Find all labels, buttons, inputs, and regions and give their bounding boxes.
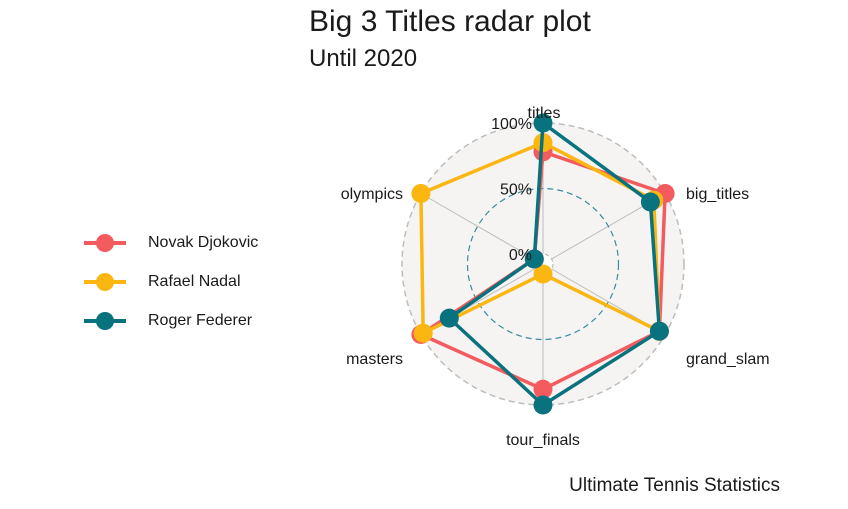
axis-label-big-titles: big_titles <box>686 186 749 203</box>
chart-subtitle: Until 2020 <box>309 45 418 72</box>
legend-label: Rafael Nadal <box>148 273 241 290</box>
chart-title: Big 3 Titles radar plot <box>309 5 591 38</box>
series-roger-federer <box>439 113 669 415</box>
legend-key-novak-djokovic <box>84 234 126 252</box>
radar-labels: 0% 50% 100%titles big_titles grand_slam tour_… <box>341 105 770 449</box>
grid-label: 50% <box>500 182 532 199</box>
axis-label-titles: titles <box>528 105 561 122</box>
legend-key-roger-federer <box>84 312 126 330</box>
chart-caption: Ultimate Tennis Statistics <box>569 475 780 496</box>
point-rafael-nadal-masters <box>413 323 433 343</box>
point-roger-federer-olympics <box>524 249 544 269</box>
point-rafael-nadal-olympics <box>411 184 431 203</box>
point-novak-djokovic-tour-finals <box>533 379 553 399</box>
legend-key-rafael-nadal <box>84 273 126 291</box>
grid-label: 100% <box>491 116 532 133</box>
point-rafael-nadal-tour-finals <box>533 264 553 284</box>
point-roger-federer-big-titles <box>640 192 660 212</box>
grid-circle-50 <box>466 187 620 341</box>
grid-label: 0% <box>509 247 532 264</box>
axis-label-masters: masters <box>346 351 403 368</box>
spoke-olympics <box>420 193 544 265</box>
axis-label-tour-finals: tour_finals <box>506 432 580 449</box>
legend-label: Novak Djokovic <box>148 234 259 251</box>
point-roger-federer-tour-finals <box>533 395 553 415</box>
axis-label-olympics: olympics <box>341 186 403 203</box>
legend-label: Roger Federer <box>148 312 253 329</box>
radar-series <box>411 113 675 415</box>
axis-label-grand-slam: grand_slam <box>686 351 770 368</box>
point-roger-federer-grand-slam <box>649 321 669 341</box>
point-roger-federer-titles <box>533 113 553 133</box>
point-roger-federer-masters <box>439 308 459 328</box>
